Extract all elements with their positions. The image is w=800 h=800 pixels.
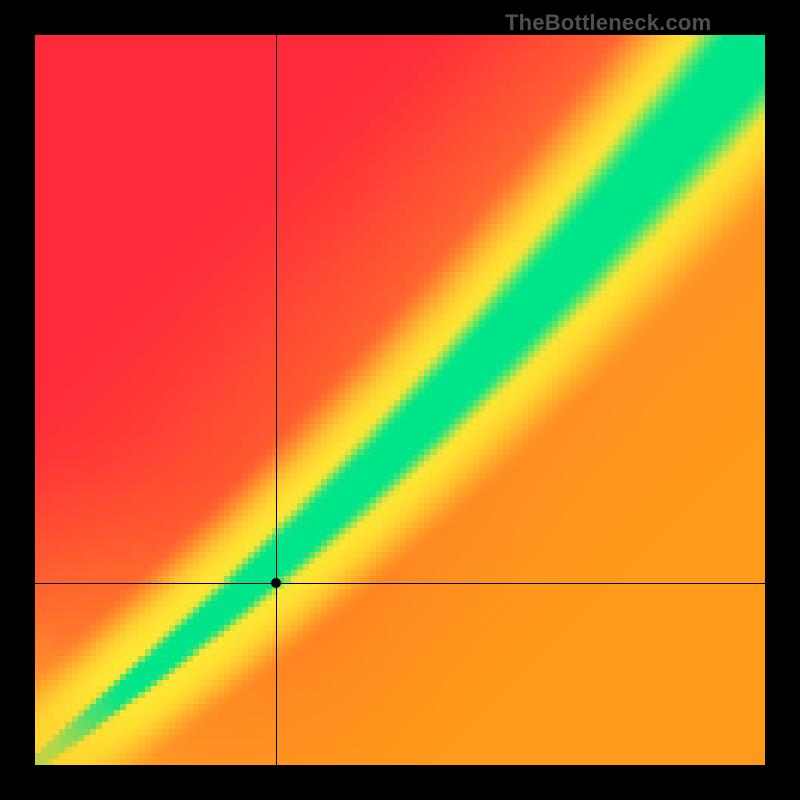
bottleneck-heatmap (35, 35, 765, 765)
watermark-text: TheBottleneck.com (505, 10, 711, 36)
